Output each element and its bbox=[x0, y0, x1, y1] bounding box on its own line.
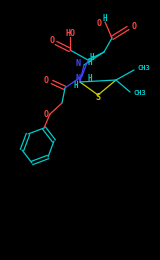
Text: H: H bbox=[87, 57, 92, 67]
Text: O: O bbox=[50, 36, 55, 44]
Text: O: O bbox=[132, 22, 137, 30]
Text: N: N bbox=[75, 74, 80, 82]
Text: N: N bbox=[76, 58, 81, 68]
Text: O: O bbox=[44, 75, 49, 84]
Text: H: H bbox=[73, 81, 78, 89]
Text: H: H bbox=[103, 14, 107, 23]
Text: O: O bbox=[44, 109, 49, 119]
Text: S: S bbox=[96, 93, 100, 101]
Text: H: H bbox=[90, 53, 95, 62]
Text: CH3: CH3 bbox=[134, 90, 147, 96]
Text: O: O bbox=[97, 18, 102, 28]
Text: H: H bbox=[88, 74, 93, 82]
Text: CH3: CH3 bbox=[137, 65, 150, 71]
Text: HO: HO bbox=[65, 29, 75, 37]
